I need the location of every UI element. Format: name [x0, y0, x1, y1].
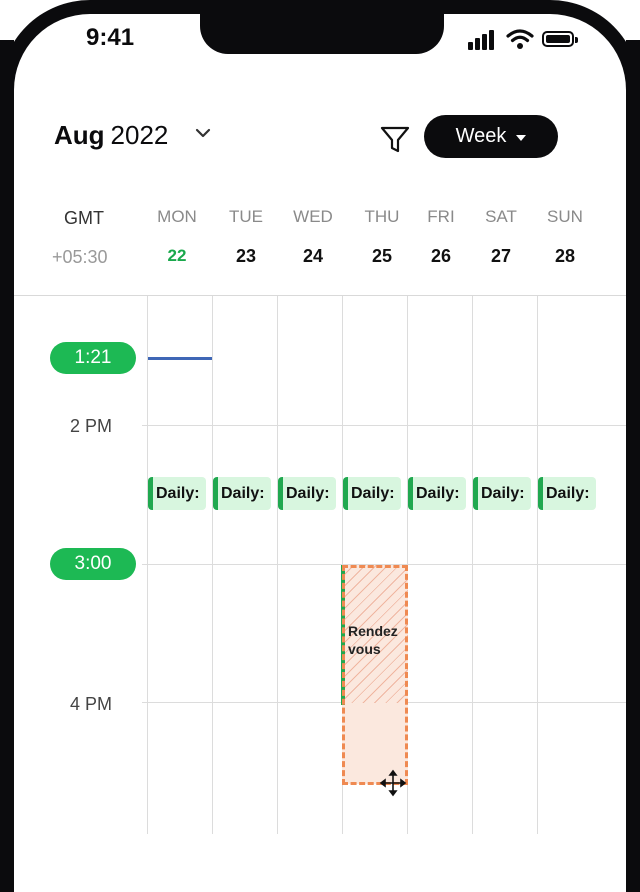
day-date-mon[interactable]: 22	[167, 246, 187, 265]
day-name-mon: MON	[157, 207, 197, 226]
day-name-sun: SUN	[547, 207, 583, 226]
grid-column-divider	[147, 296, 148, 834]
year-label: 2022	[110, 120, 169, 150]
header-divider	[14, 295, 626, 296]
timezone-label: GMT	[64, 208, 104, 228]
day-date-tue[interactable]: 23	[235, 246, 257, 266]
grid-column-divider	[212, 296, 213, 834]
selected-time-pill: 3:00	[50, 548, 136, 580]
grid-column-divider	[537, 296, 538, 834]
daily-event-sun[interactable]: Daily:	[538, 477, 596, 510]
daily-event-fri[interactable]: Daily:	[408, 477, 466, 510]
rendezvous-selection-border[interactable]	[342, 565, 408, 785]
daily-event-tue[interactable]: Daily:	[213, 477, 271, 510]
filter-icon[interactable]	[378, 122, 412, 156]
day-date-sat[interactable]: 27	[490, 246, 512, 266]
day-date-sun[interactable]: 28	[554, 246, 576, 266]
month-year-title[interactable]: Aug 2022	[54, 120, 168, 151]
daily-event-wed[interactable]: Daily:	[278, 477, 336, 510]
day-date-wed[interactable]: 24	[302, 246, 324, 266]
daily-event-thu[interactable]: Daily:	[343, 477, 401, 510]
daily-event-sat[interactable]: Daily:	[473, 477, 531, 510]
status-time: 9:41	[86, 24, 135, 51]
rendezvous-event-hatch	[342, 565, 408, 703]
grid-column-divider	[472, 296, 473, 834]
device-notch	[200, 0, 444, 54]
hour-label-2pm: 2 PM	[70, 416, 113, 436]
grid-hour-line	[142, 425, 626, 426]
month-label: Aug	[54, 120, 105, 150]
day-name-wed: WED	[293, 207, 333, 226]
day-name-tue: TUE	[229, 207, 263, 226]
day-name-thu: THU	[364, 207, 400, 226]
view-selector-label: Week	[455, 125, 507, 147]
day-date-thu[interactable]: 25	[371, 246, 393, 266]
hour-label-4pm: 4 PM	[70, 694, 113, 714]
wifi-icon	[506, 29, 534, 49]
caret-down-icon	[516, 134, 527, 141]
move-handle-icon[interactable]	[379, 769, 407, 797]
status-icons	[468, 28, 580, 50]
current-time-pill: 1:21	[50, 342, 136, 374]
daily-event-mon[interactable]: Daily:	[148, 477, 206, 510]
grid-hour-line	[142, 564, 626, 565]
rendezvous-event-title[interactable]: Rendez vous	[348, 623, 398, 657]
timezone-offset: +05:30	[52, 247, 108, 267]
day-date-fri[interactable]: 26	[430, 246, 452, 266]
device-frame-left	[0, 40, 14, 892]
view-selector-button[interactable]: Week	[424, 115, 558, 158]
day-name-sat: SAT	[485, 207, 517, 226]
grid-column-divider	[277, 296, 278, 834]
chevron-down-icon[interactable]	[192, 122, 214, 144]
device-frame-right	[626, 40, 640, 892]
day-name-fri: FRI	[427, 207, 455, 226]
current-time-indicator	[148, 357, 212, 360]
